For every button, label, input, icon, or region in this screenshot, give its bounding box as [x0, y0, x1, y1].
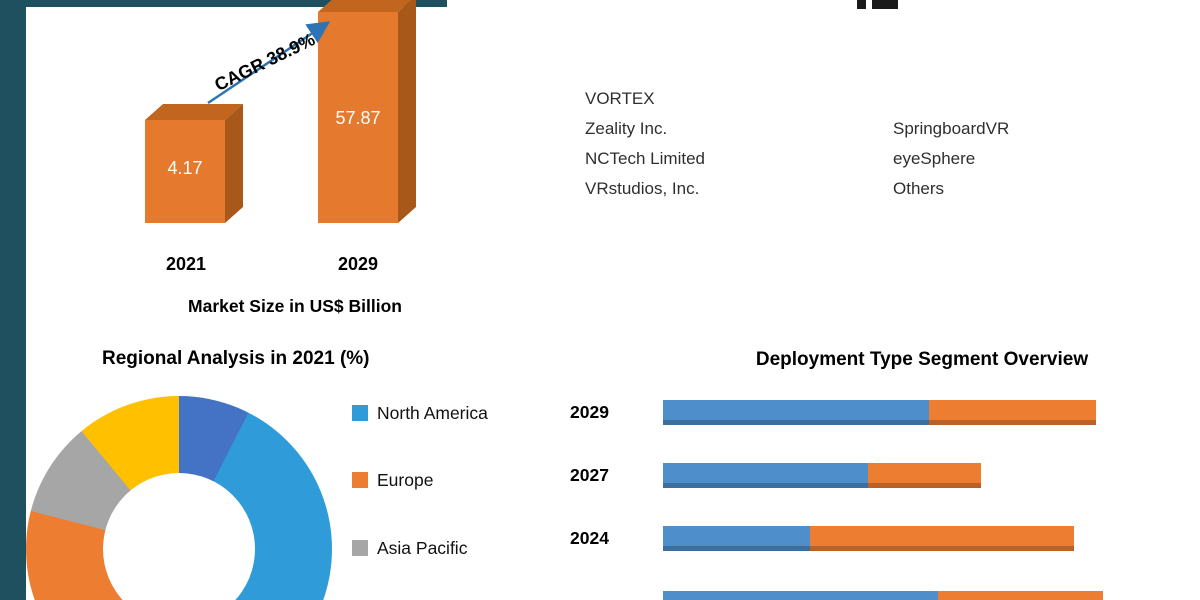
- bar-2029-top-face: [318, 0, 412, 12]
- bar-2021-top-face: [145, 104, 243, 120]
- legend-item-europe: Europe: [352, 469, 572, 490]
- stacked-bar: [663, 526, 1074, 551]
- regional-chart-title: Regional Analysis in 2021 (%): [102, 348, 370, 369]
- bar-value-2029: 57.87: [335, 108, 381, 128]
- company-row: NCTech Limited eyeSphere: [585, 144, 1105, 174]
- company-name: VORTEX: [585, 89, 655, 108]
- legend-label: Europe: [377, 469, 434, 490]
- x-axis-label-2029: 2029: [337, 254, 379, 274]
- bar-value-2021: 4.17: [167, 158, 203, 178]
- legend-label: North America: [377, 402, 488, 423]
- bar-2021: [145, 120, 225, 223]
- stacked-bar: [663, 400, 1096, 425]
- year-label: 2024: [570, 528, 609, 548]
- stacked-segment-orange: [938, 591, 1103, 600]
- legend-item-asia-pacific: Asia Pacific: [352, 537, 572, 558]
- bar-2021-side-face: [225, 104, 243, 223]
- stacked-bar-row-2027: 2027: [570, 463, 981, 488]
- company-row: VRstudios, Inc. Others: [585, 174, 1105, 204]
- donut-hole: [103, 473, 255, 600]
- deployment-chart-title: Deployment Type Segment Overview: [755, 349, 1089, 370]
- company-name: NCTech Limited: [585, 149, 705, 168]
- companies-list: VORTEX Zeality Inc. SpringboardVR NCTech…: [585, 84, 1105, 204]
- bar-2029-side-face: [398, 0, 416, 223]
- stacked-bar-row-2024: 2024: [570, 526, 1074, 551]
- legend-label: Asia Pacific: [377, 537, 468, 558]
- stacked-segment-blue: [663, 463, 868, 488]
- company-name: Others: [893, 179, 945, 198]
- year-label: [570, 591, 642, 600]
- company-name: VRstudios, Inc.: [585, 179, 700, 198]
- stacked-bar: [663, 463, 981, 488]
- company-name: SpringboardVR: [893, 119, 1010, 138]
- company-name: eyeSphere: [893, 149, 976, 168]
- cropped-title-fragment: [857, 0, 866, 9]
- stacked-bar: [663, 591, 1103, 600]
- stacked-segment-orange: [929, 400, 1096, 425]
- top-border-strip: [0, 0, 447, 7]
- legend-swatch-north-america: [352, 405, 368, 421]
- legend-item-north-america: North America: [352, 402, 572, 423]
- stacked-segment-blue: [663, 400, 929, 425]
- company-row: VORTEX: [585, 84, 1105, 114]
- company-name: [893, 84, 1103, 114]
- legend-swatch-europe: [352, 472, 368, 488]
- stacked-bar-row-2021-cropped: [570, 591, 1103, 600]
- legend-swatch-asia-pacific: [352, 540, 368, 556]
- stacked-segment-orange: [868, 463, 981, 488]
- x-axis-label-2021: 2021: [165, 254, 207, 274]
- cropped-title-fragment: [872, 0, 898, 9]
- company-row: Zeality Inc. SpringboardVR: [585, 114, 1105, 144]
- stacked-segment-orange: [810, 526, 1074, 551]
- stacked-segment-blue: [663, 591, 938, 600]
- cagr-arrow: [207, 21, 331, 105]
- year-label: 2027: [570, 465, 609, 485]
- company-name: Zeality Inc.: [585, 119, 668, 138]
- left-border-strip: [0, 0, 26, 600]
- year-label: 2029: [570, 402, 609, 422]
- stacked-segment-blue: [663, 526, 810, 551]
- market-size-bar-chart: [145, 0, 416, 223]
- bar-chart-title: Market Size in US$ Billion: [188, 296, 402, 316]
- stacked-bar-row-2029: 2029: [570, 400, 1096, 425]
- bar-2029: [318, 12, 398, 223]
